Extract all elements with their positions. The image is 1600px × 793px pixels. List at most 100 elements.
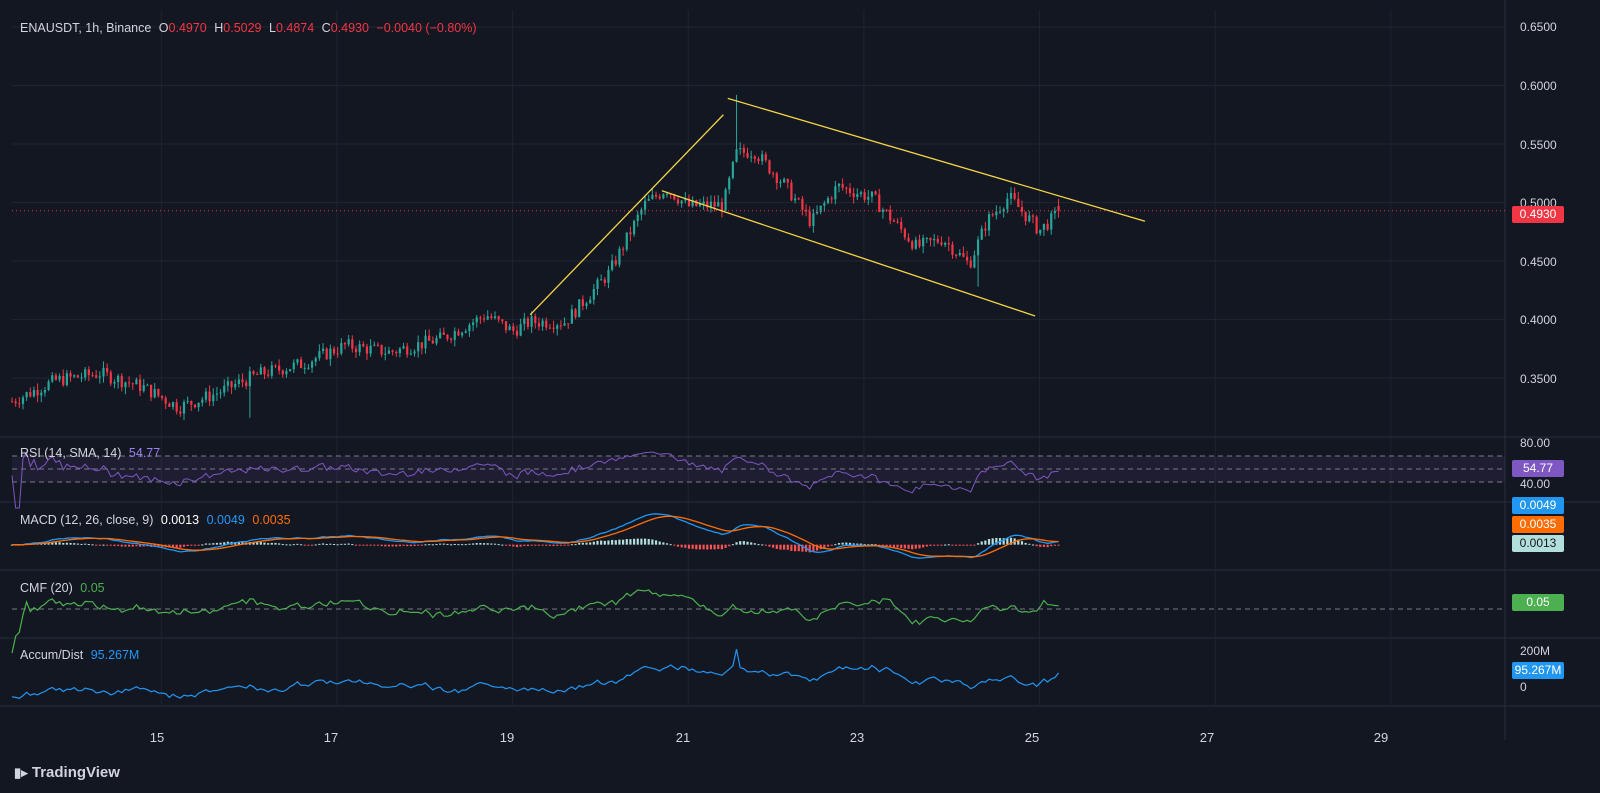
candle-body	[1039, 229, 1042, 234]
candle-body	[215, 393, 219, 395]
macd-histogram-bar	[779, 544, 782, 550]
macd-histogram-bar	[907, 544, 910, 549]
candle-body	[793, 198, 797, 201]
macd-histogram-bar	[750, 542, 753, 545]
close-label: C	[321, 21, 331, 35]
candle-body	[698, 203, 702, 206]
candle-body	[1050, 213, 1053, 230]
macd-histogram-bar	[450, 544, 453, 546]
candle-body	[724, 189, 727, 211]
macd-histogram-bar	[881, 544, 885, 546]
candle-body	[687, 198, 691, 206]
macd-histogram-bar	[179, 544, 182, 548]
rsi-value-tag: 54.77	[1512, 460, 1564, 477]
macd-histogram-bar	[453, 543, 456, 545]
ad-legend[interactable]: Accum/Dist 95.267M	[20, 648, 143, 662]
price-tick: 0.5500	[1520, 138, 1557, 152]
cmf-legend[interactable]: CMF (20) 0.05	[20, 581, 109, 595]
candle-body	[1035, 216, 1038, 234]
macd-histogram-bar	[475, 543, 478, 545]
macd-histogram-bar	[951, 544, 954, 546]
macd-histogram-bar	[596, 540, 599, 545]
macd-histogram-bar	[457, 544, 460, 546]
candle-body	[885, 209, 888, 211]
candle-body	[632, 220, 636, 235]
macd-histogram-bar	[607, 540, 610, 545]
macd-histogram-bar	[241, 542, 244, 545]
macd-histogram-bar	[845, 542, 848, 545]
macd-histogram-bar	[325, 543, 328, 545]
candle-body	[369, 345, 372, 354]
candle-body	[772, 173, 775, 175]
symbol-label[interactable]: ENAUSDT, 1h, Binance	[20, 21, 152, 35]
macd-histogram-bar	[259, 542, 262, 545]
candle-body	[47, 381, 50, 390]
candle-body	[812, 213, 815, 226]
macd-histogram-bar	[541, 544, 544, 546]
macd-histogram-bar	[278, 543, 281, 545]
macd-histogram-bar	[548, 544, 552, 546]
macd-histogram-bar	[157, 544, 160, 547]
candle-body	[783, 178, 786, 183]
macd-histogram-bar	[724, 544, 727, 548]
macd-histogram-bar	[574, 544, 577, 546]
candle-body	[991, 214, 994, 216]
high-label: H	[214, 21, 224, 35]
close-value: 0.4930	[330, 21, 369, 35]
macd-hist-value: 0.0013	[160, 513, 200, 527]
candle-body	[548, 327, 552, 329]
candle-body	[157, 388, 160, 396]
macd-histogram-bar	[442, 543, 445, 545]
candle-body	[69, 373, 72, 377]
macd-histogram-bar	[673, 544, 676, 546]
candle-body	[428, 335, 431, 341]
macd-histogram-bar	[113, 544, 116, 547]
rsi-legend[interactable]: RSI (14, SMA, 14) 54.77	[20, 446, 164, 460]
macd-histogram-bar	[1031, 544, 1035, 546]
candle-body	[914, 239, 917, 249]
candle-body	[212, 394, 215, 402]
high-value: 0.5029	[223, 21, 262, 35]
candle-body	[131, 383, 134, 385]
macd-histogram-bar	[252, 542, 255, 545]
candle-body	[611, 260, 614, 270]
macd-histogram-bar	[223, 542, 226, 545]
ad-top-tick: 200M	[1520, 644, 1551, 658]
candle-body	[175, 402, 178, 412]
candle-body	[314, 358, 317, 362]
price-tick: 0.4500	[1520, 255, 1557, 269]
candle-body	[826, 198, 830, 204]
macd-histogram-bar	[537, 544, 541, 546]
macd-histogram-bar	[629, 539, 632, 545]
macd-histogram-bar	[761, 544, 764, 546]
candle-body	[384, 353, 387, 355]
candle-body	[1020, 207, 1024, 212]
candle-body	[160, 395, 164, 398]
macd-histogram-bar	[204, 543, 208, 545]
candle-body	[40, 392, 43, 396]
channel-lower-line	[661, 190, 1036, 317]
time-tick: 19	[499, 730, 515, 745]
macd-histogram-bar	[318, 543, 321, 545]
candle-body	[556, 325, 559, 329]
tradingview-logo[interactable]: ▮▸ TradingView	[14, 764, 120, 781]
macd-line	[11, 513, 1059, 559]
macd-histogram-bar	[1006, 537, 1009, 545]
candle-body	[969, 260, 972, 268]
macd-legend[interactable]: MACD (12, 26, close, 9) 0.0013 0.0049 0.…	[20, 513, 295, 527]
macd-histogram-bar	[91, 544, 94, 546]
candle-body	[526, 318, 530, 327]
rsi-lower-tick: 40.00	[1520, 477, 1551, 491]
macd-histogram-bar	[578, 542, 581, 545]
candle-body	[54, 375, 58, 380]
macd-histogram-bar	[995, 537, 998, 545]
macd-histogram-bar	[65, 542, 68, 545]
macd-histogram-bar	[834, 544, 837, 546]
macd-histogram-bar	[1057, 544, 1060, 546]
candle-body	[256, 373, 259, 375]
candle-body	[84, 369, 87, 378]
time-tick: 17	[323, 730, 339, 745]
macd-histogram-bar	[380, 544, 383, 547]
candle-body	[881, 209, 885, 212]
